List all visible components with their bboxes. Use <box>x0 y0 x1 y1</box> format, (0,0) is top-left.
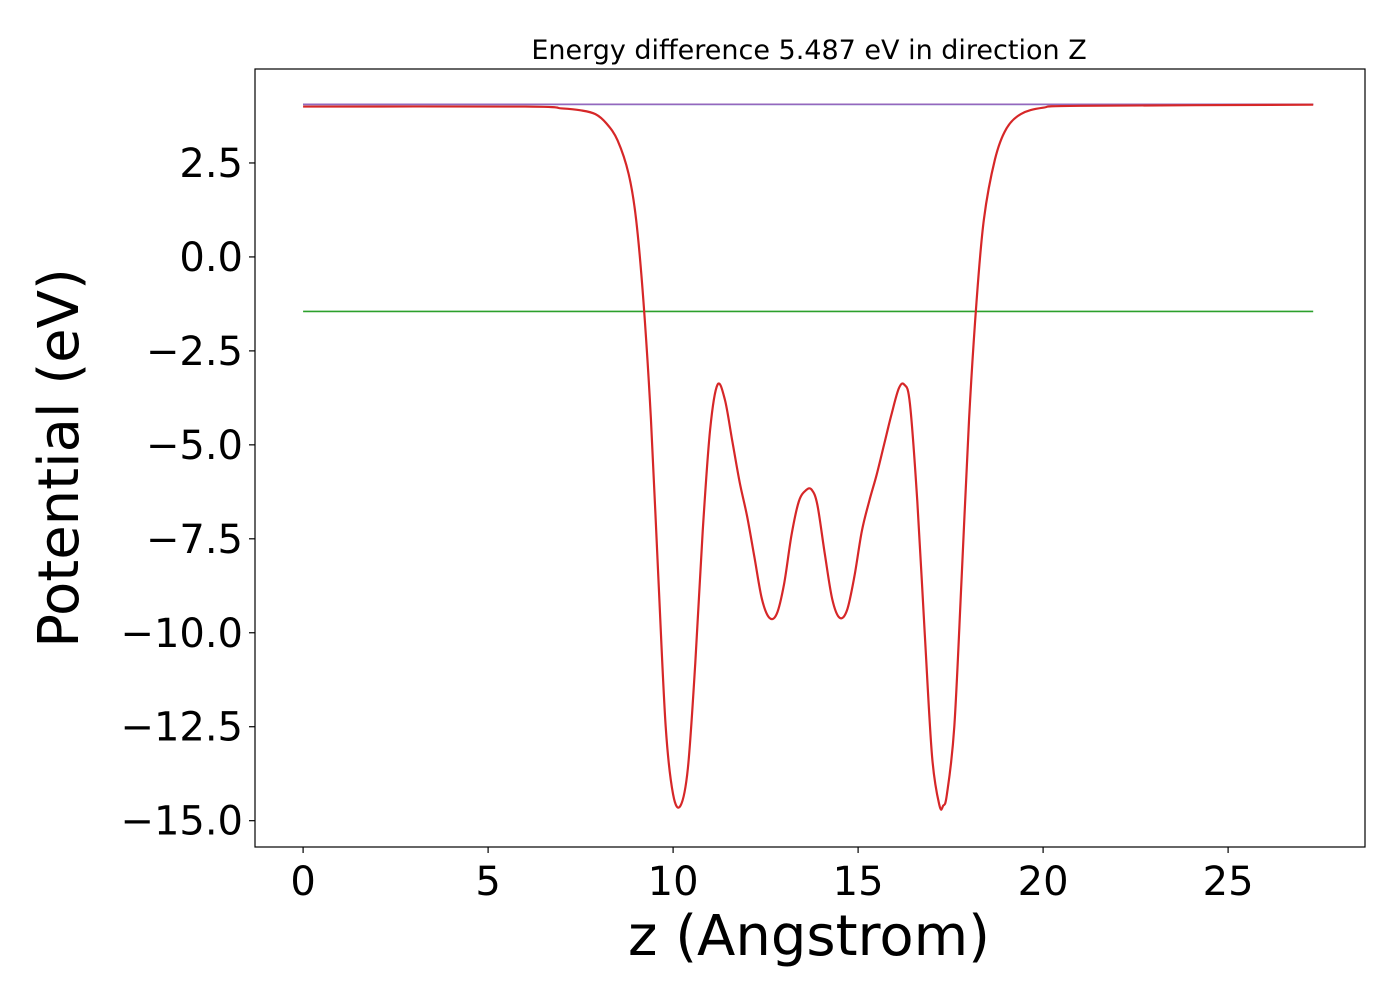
x-tick-label: 15 <box>833 859 884 905</box>
x-axis-label: z (Angstrom) <box>628 904 990 969</box>
x-tick-label: 25 <box>1203 859 1254 905</box>
x-tick-label: 10 <box>648 859 699 905</box>
y-axis-ticks: 2.5 0.0 −2.5 −5.0 −7.5 −10.0 −12.5 −15.0 <box>120 141 255 845</box>
x-tick-label: 0 <box>290 859 315 905</box>
y-axis-label: Potential (eV) <box>27 268 92 648</box>
y-tick-label: −15.0 <box>120 799 243 845</box>
x-axis-ticks: 0 5 10 15 20 25 <box>290 847 1254 905</box>
y-tick-label: 0.0 <box>179 235 243 281</box>
chart-title: Energy difference 5.487 eV in direction … <box>531 35 1086 66</box>
y-tick-label: −2.5 <box>146 329 243 375</box>
y-tick-label: −10.0 <box>120 611 243 657</box>
y-tick-label: −7.5 <box>146 517 243 563</box>
plot-frame <box>254 68 1366 848</box>
y-tick-label: −5.0 <box>146 423 243 469</box>
y-tick-label: 2.5 <box>179 141 243 187</box>
x-tick-label: 5 <box>475 859 500 905</box>
y-tick-label: −12.5 <box>120 705 243 751</box>
series-lines <box>303 103 1314 811</box>
series-line-4 <box>303 103 1314 811</box>
x-tick-label: 20 <box>1018 859 1069 905</box>
